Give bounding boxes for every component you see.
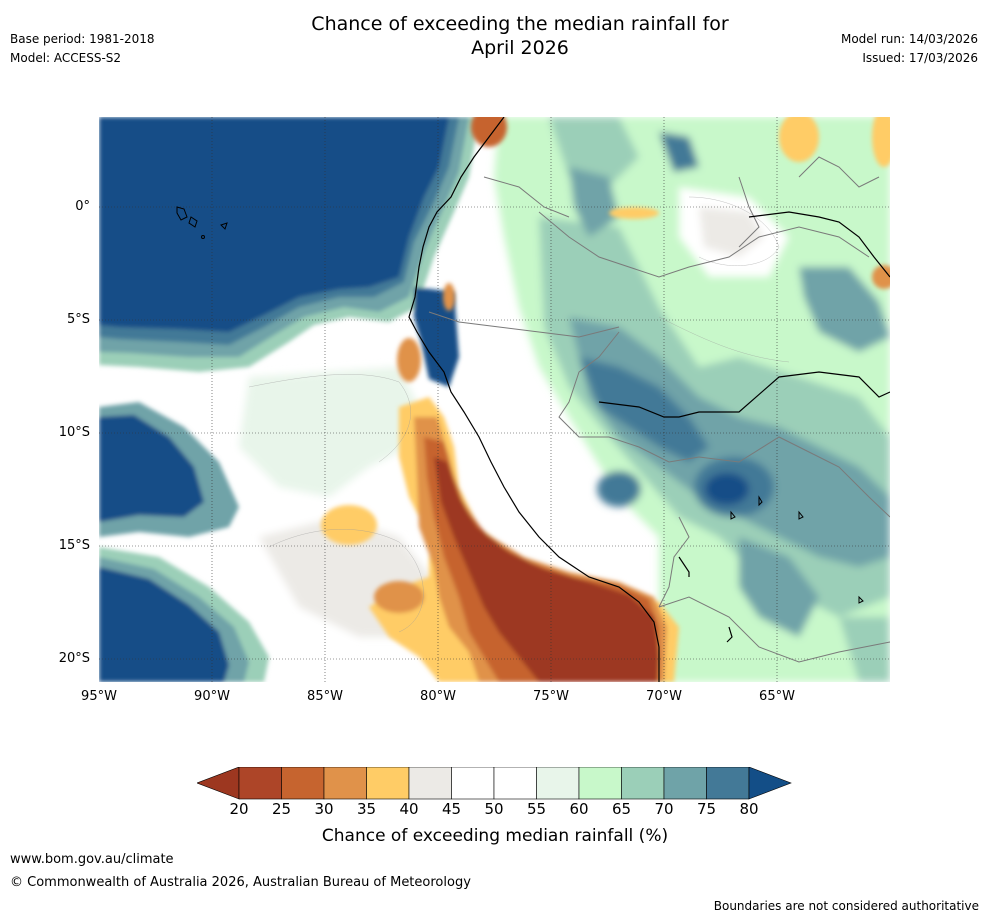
issued-label: Issued: 17/03/2026 <box>862 51 978 65</box>
title-line-2: April 2026 <box>471 37 569 59</box>
footer-url: www.bom.gov.au/climate <box>10 852 174 867</box>
lat-tick-20s: 20°S <box>58 651 90 666</box>
colorbar-segment <box>536 767 580 800</box>
colorbar-segment <box>493 767 537 800</box>
colorbar-tick-label: 75 <box>696 800 717 818</box>
contour-lines <box>248 196 790 633</box>
colorbar-tick-label: 80 <box>739 800 759 818</box>
colorbar <box>197 767 792 800</box>
rainfall-outlook-map <box>99 117 890 682</box>
country-borders <box>428 156 890 663</box>
lat-tick-15s: 15°S <box>58 538 90 553</box>
islands <box>176 206 864 604</box>
lon-tick-65w: 65°W <box>759 689 795 704</box>
lon-tick-75w: 75°W <box>533 689 569 704</box>
colorbar-tick-label: 45 <box>441 800 462 818</box>
colorbar-segment <box>281 767 325 800</box>
lon-tick-80w: 80°W <box>420 689 456 704</box>
colorbar-segment <box>323 767 367 800</box>
colorbar-tick-label: 70 <box>654 800 674 818</box>
footer-copyright: © Commonwealth of Australia 2026, Austra… <box>10 875 471 890</box>
colorbar-segment <box>451 767 495 800</box>
model-label: Model: ACCESS-S2 <box>10 51 122 65</box>
colorbar-tick-label: 40 <box>399 800 419 818</box>
colorbar-tick-label: 30 <box>314 800 334 818</box>
dry-coastal-region <box>321 117 890 682</box>
lat-tick-5s: 5°S <box>66 312 90 327</box>
colorbar-low-arrow <box>197 767 240 800</box>
graticule <box>99 117 890 682</box>
lon-tick-90w: 90°W <box>194 689 230 704</box>
lat-tick-0: 0° <box>75 199 90 214</box>
colorbar-tick-label: 60 <box>569 800 589 818</box>
lon-tick-95w: 95°W <box>81 689 117 704</box>
colorbar-segment <box>663 767 707 800</box>
colorbar-tick-label: 25 <box>271 800 292 818</box>
colorbar-segment <box>238 767 282 800</box>
footer-disclaimer: Boundaries are not considered authoritat… <box>713 899 979 913</box>
model-run-label: Model run: 14/03/2026 <box>840 32 978 46</box>
coastline <box>408 117 890 682</box>
colorbar-tick-label: 55 <box>526 800 547 818</box>
colorbar-segment <box>706 767 750 800</box>
colorbar-tick-label: 35 <box>356 800 377 818</box>
lon-tick-85w: 85°W <box>307 689 343 704</box>
colorbar-high-arrow <box>748 767 792 800</box>
title-line-1: Chance of exceeding the median rainfall … <box>311 13 729 35</box>
metadata-right: Model run: 14/03/2026 Issued: 17/03/2026 <box>841 31 978 66</box>
colorbar-tick-label: 65 <box>611 800 632 818</box>
colorbar-segment <box>408 767 452 800</box>
colorbar-segment <box>578 767 622 800</box>
lon-tick-70w: 70°W <box>646 689 682 704</box>
colorbar-label: Chance of exceeding median rainfall (%) <box>321 826 669 846</box>
colorbar-segment <box>621 767 665 800</box>
metadata-left: Base period: 1981-2018 Model: ACCESS-S2 <box>10 31 155 66</box>
ocean-wet-region <box>99 117 479 682</box>
base-period-label: Base period: 1981-2018 <box>10 32 155 46</box>
lat-tick-10s: 10°S <box>58 425 90 440</box>
colorbar-segment <box>366 767 410 800</box>
colorbar-tick-label: 20 <box>229 800 249 818</box>
inland-wet-region <box>494 117 890 682</box>
map-title: Chance of exceeding the median rainfall … <box>200 12 840 60</box>
colorbar-tick-label: 50 <box>484 800 504 818</box>
